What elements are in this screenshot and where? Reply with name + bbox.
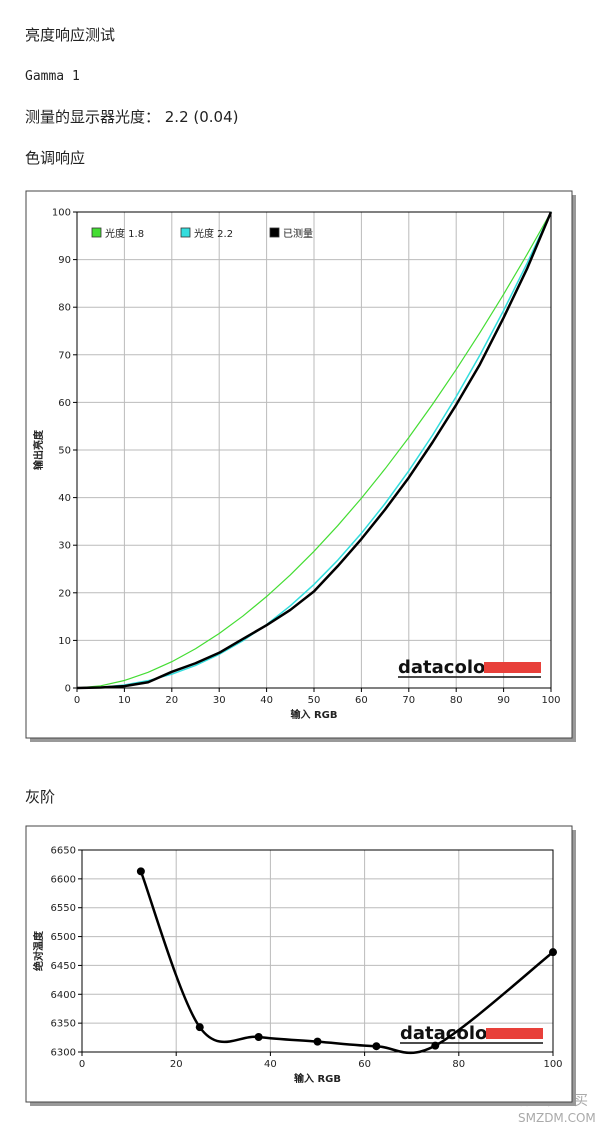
- charts: 0 10 20 30 40 50 60 70 80 90 100 0 10 20 30 40 50 60 70 80 9…: [25, 190, 576, 1106]
- x-tick-label: 90: [497, 695, 510, 706]
- heading: 亮度响应测试: [25, 26, 115, 44]
- point: [136, 867, 145, 876]
- legend-swatch: [180, 227, 191, 238]
- chart-title: 灰阶: [25, 788, 55, 806]
- point: [549, 948, 557, 957]
- y-tick-label: 60: [58, 398, 71, 409]
- legend-swatch: [91, 227, 102, 238]
- y-tick-label: 6600: [51, 874, 76, 885]
- series-line: [76, 211, 553, 690]
- x-tick-label: 0: [79, 1059, 85, 1070]
- x-tick-label: 100: [543, 1059, 562, 1070]
- gamma: Gamma 1: [25, 69, 80, 84]
- x-tick-label: 100: [541, 695, 560, 706]
- x-tick-label: 20: [165, 695, 178, 706]
- chart-frame: [25, 825, 573, 1103]
- logo-bar: [486, 1028, 543, 1039]
- y-tick-label: 50: [58, 446, 71, 457]
- x-tick-label: 0: [74, 695, 80, 706]
- x-tick-label: 40: [260, 695, 273, 706]
- x-tick-label: 60: [355, 695, 368, 706]
- x-tick-label: 70: [402, 695, 415, 706]
- x-tick-label: 30: [213, 695, 226, 706]
- measured: 测量的显示器光度： 2.2 (0.04): [25, 108, 239, 126]
- legend-swatch: [269, 227, 280, 238]
- y-tick-label: 80: [58, 303, 71, 314]
- y-tick-label: 90: [58, 255, 71, 266]
- y-tick-label: 20: [58, 588, 71, 599]
- legend-label: 光度 2.2: [194, 227, 233, 240]
- y-tick-label: 40: [58, 493, 71, 504]
- x-tick-label: 40: [264, 1059, 277, 1070]
- x-tick-label: 80: [452, 1059, 465, 1070]
- y-tick-label: 6300: [51, 1048, 76, 1059]
- chart-title: 色调响应: [25, 149, 85, 167]
- logo: datacolor: [398, 657, 494, 678]
- x-axis-label: 输入 RGB: [290, 708, 337, 721]
- logo: datacolor: [400, 1023, 496, 1044]
- plot-border: [76, 211, 552, 689]
- point: [431, 1041, 440, 1050]
- y-tick-label: 30: [58, 541, 71, 552]
- y-axis-label: 绝对温度: [32, 930, 45, 971]
- logo-bar: [484, 662, 541, 673]
- y-tick-label: 6450: [51, 961, 76, 972]
- y-tick-label: 6350: [51, 1019, 76, 1030]
- y-tick-label: 6500: [51, 932, 76, 943]
- x-axis-label: 输入 RGB: [294, 1072, 341, 1085]
- y-tick-label: 100: [52, 208, 71, 219]
- watermark-site: SMZDM.COM: [518, 1111, 596, 1125]
- x-tick-label: 80: [450, 695, 463, 706]
- point: [195, 1023, 204, 1032]
- y-tick-label: 10: [58, 636, 71, 647]
- y-tick-label: 6400: [51, 990, 76, 1001]
- chart-frame: [25, 190, 573, 739]
- point: [254, 1032, 263, 1041]
- point: [372, 1042, 381, 1051]
- y-tick-label: 6550: [51, 903, 76, 914]
- legend-label: 已测量: [283, 227, 313, 240]
- x-tick-label: 60: [358, 1059, 371, 1070]
- x-tick-label: 20: [170, 1059, 183, 1070]
- y-tick-label: 6650: [51, 846, 76, 857]
- y-tick-label: 0: [65, 684, 71, 695]
- x-tick-label: 50: [308, 695, 321, 706]
- legend-label: 光度 1.8: [105, 227, 144, 240]
- y-tick-label: 70: [58, 350, 71, 361]
- point: [313, 1037, 322, 1046]
- x-tick-label: 10: [118, 695, 131, 706]
- y-axis-label: 输出亮度: [32, 429, 45, 470]
- series-line: [76, 211, 552, 689]
